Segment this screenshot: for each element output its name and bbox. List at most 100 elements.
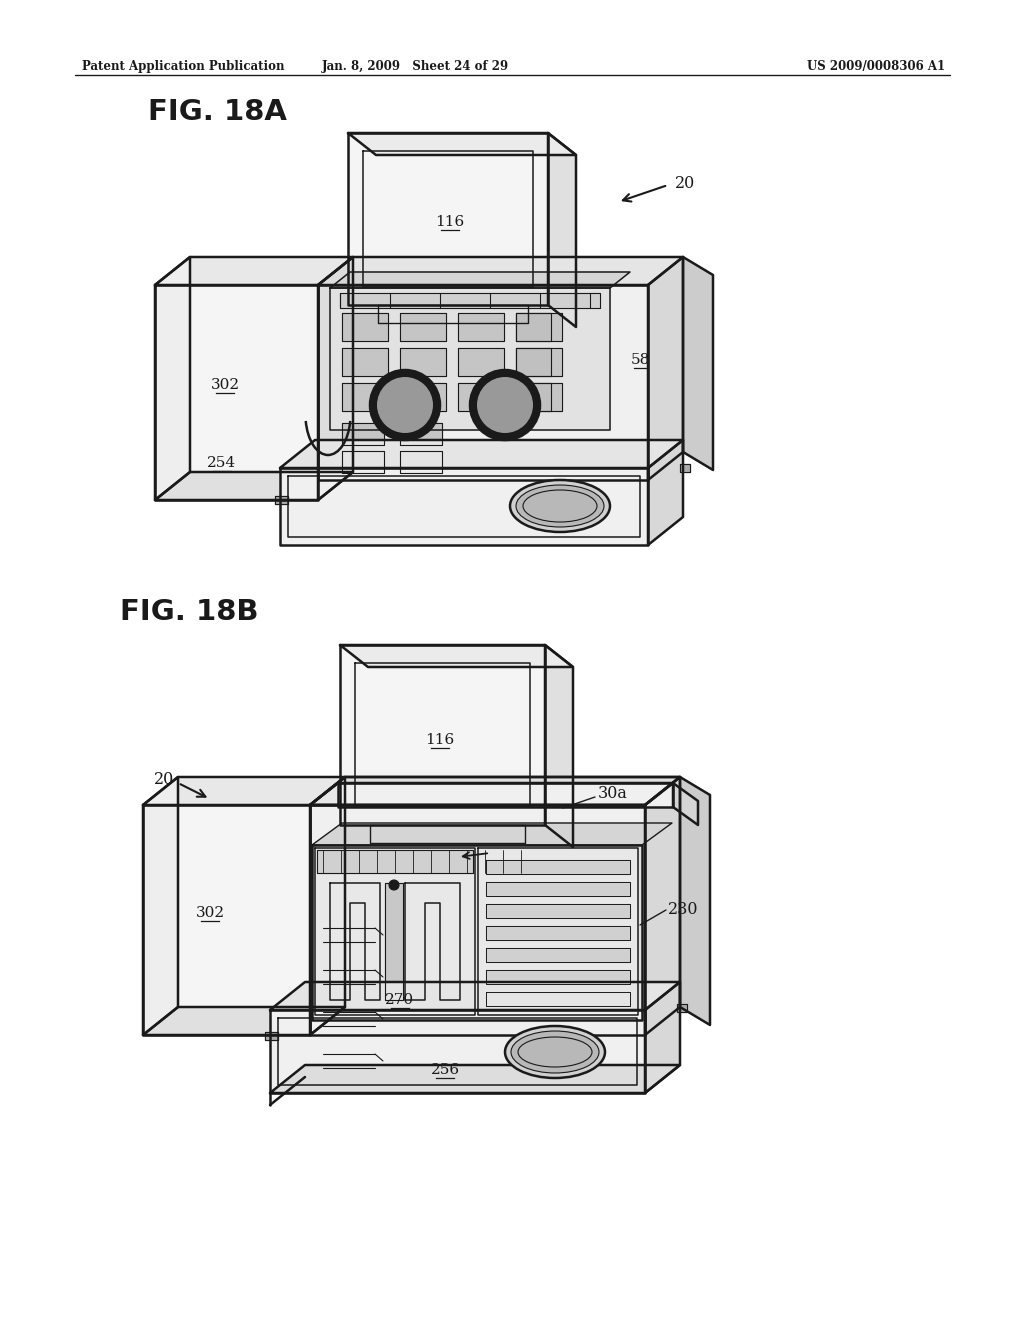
Polygon shape	[400, 313, 446, 341]
Polygon shape	[270, 982, 680, 1010]
Polygon shape	[155, 257, 190, 500]
Polygon shape	[312, 845, 642, 1020]
Polygon shape	[400, 348, 446, 376]
Polygon shape	[310, 777, 680, 805]
Text: 58: 58	[631, 352, 649, 367]
Polygon shape	[342, 383, 388, 411]
Ellipse shape	[511, 1031, 599, 1073]
Polygon shape	[330, 272, 630, 288]
Polygon shape	[370, 825, 525, 843]
Polygon shape	[342, 422, 384, 445]
Polygon shape	[378, 305, 528, 323]
Polygon shape	[458, 348, 504, 376]
Text: 302: 302	[211, 378, 240, 392]
Polygon shape	[143, 805, 310, 1035]
Polygon shape	[516, 348, 562, 376]
Polygon shape	[143, 777, 345, 805]
Polygon shape	[342, 348, 388, 376]
Polygon shape	[385, 883, 403, 1001]
Text: 256: 256	[430, 1063, 460, 1077]
Polygon shape	[486, 882, 630, 896]
Polygon shape	[315, 847, 475, 1015]
Circle shape	[470, 370, 540, 440]
Polygon shape	[310, 805, 645, 1035]
Polygon shape	[342, 451, 384, 473]
Polygon shape	[342, 313, 388, 341]
Polygon shape	[275, 496, 288, 504]
Ellipse shape	[505, 1026, 605, 1078]
Polygon shape	[516, 383, 551, 411]
Text: 20: 20	[675, 174, 695, 191]
Polygon shape	[330, 288, 610, 430]
Polygon shape	[516, 313, 562, 341]
Polygon shape	[645, 777, 680, 1035]
Polygon shape	[486, 927, 630, 940]
Text: 116: 116	[435, 215, 465, 228]
Polygon shape	[673, 783, 698, 825]
Polygon shape	[155, 285, 318, 500]
Polygon shape	[458, 383, 504, 411]
Polygon shape	[280, 440, 683, 469]
Polygon shape	[478, 847, 638, 1015]
Polygon shape	[486, 948, 630, 962]
Polygon shape	[648, 257, 683, 480]
Polygon shape	[317, 850, 473, 873]
Polygon shape	[648, 440, 683, 545]
Polygon shape	[270, 1010, 645, 1093]
Polygon shape	[318, 257, 353, 500]
Circle shape	[370, 370, 440, 440]
Ellipse shape	[510, 480, 610, 532]
Polygon shape	[486, 904, 630, 917]
Polygon shape	[310, 777, 680, 805]
Circle shape	[477, 378, 534, 433]
Polygon shape	[143, 1007, 345, 1035]
Polygon shape	[318, 285, 648, 480]
Text: 230: 230	[668, 902, 698, 919]
Polygon shape	[310, 783, 673, 805]
Polygon shape	[143, 777, 178, 1035]
Text: 270: 270	[385, 993, 415, 1007]
Polygon shape	[348, 133, 548, 305]
Polygon shape	[458, 313, 504, 341]
Polygon shape	[155, 257, 353, 285]
Polygon shape	[270, 1065, 680, 1093]
Polygon shape	[400, 422, 442, 445]
Polygon shape	[548, 133, 575, 327]
Polygon shape	[340, 645, 545, 825]
Polygon shape	[338, 783, 673, 807]
Polygon shape	[645, 982, 680, 1093]
Polygon shape	[265, 1032, 278, 1040]
Polygon shape	[340, 293, 600, 308]
Polygon shape	[680, 777, 710, 1026]
Polygon shape	[348, 133, 575, 154]
Polygon shape	[677, 1005, 687, 1012]
Text: 116: 116	[425, 733, 455, 747]
Text: 302: 302	[196, 906, 224, 920]
Text: 254: 254	[208, 455, 237, 470]
Text: Jan. 8, 2009   Sheet 24 of 29: Jan. 8, 2009 Sheet 24 of 29	[322, 59, 509, 73]
Polygon shape	[312, 822, 672, 845]
Text: 30a: 30a	[598, 784, 628, 801]
Polygon shape	[486, 970, 630, 983]
Polygon shape	[280, 469, 648, 545]
Polygon shape	[545, 645, 573, 847]
Text: US 2009/0008306 A1: US 2009/0008306 A1	[807, 59, 945, 73]
Polygon shape	[400, 451, 442, 473]
Polygon shape	[516, 348, 551, 376]
Polygon shape	[486, 861, 630, 874]
Text: 20: 20	[154, 771, 174, 788]
Polygon shape	[486, 993, 630, 1006]
Text: Patent Application Publication: Patent Application Publication	[82, 59, 285, 73]
Polygon shape	[318, 257, 683, 285]
Polygon shape	[155, 473, 353, 500]
Text: FIG. 18B: FIG. 18B	[120, 598, 258, 626]
Ellipse shape	[516, 484, 604, 527]
Polygon shape	[340, 645, 573, 667]
Polygon shape	[680, 465, 690, 473]
Text: FIG. 18A: FIG. 18A	[148, 98, 287, 125]
Circle shape	[389, 880, 399, 890]
Polygon shape	[516, 383, 562, 411]
Polygon shape	[516, 313, 551, 341]
Polygon shape	[683, 257, 713, 470]
Circle shape	[377, 378, 433, 433]
